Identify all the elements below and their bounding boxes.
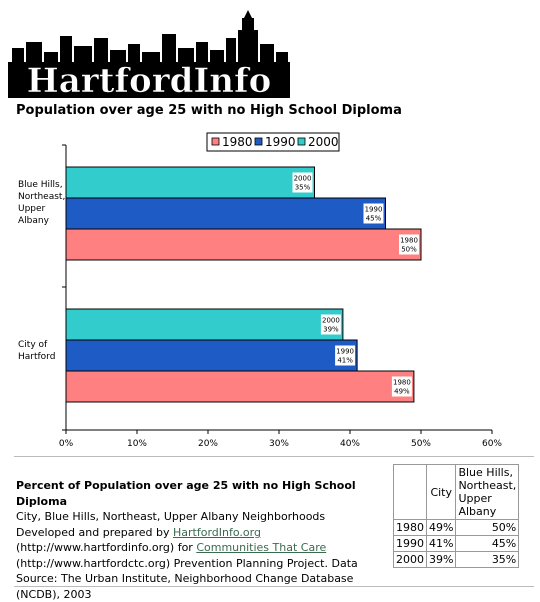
bar-2000 xyxy=(65,166,315,199)
data-label-value: 35% xyxy=(295,184,311,192)
data-label-box xyxy=(292,172,313,193)
data-label-box xyxy=(391,376,412,397)
legend-label-2000: 2000 xyxy=(308,135,339,149)
x-tick-label: 40% xyxy=(340,439,360,449)
data-label-year: 2000 xyxy=(322,317,340,325)
category-label: City of Hartford xyxy=(18,340,55,362)
chart-axes: 0% 10% 20% 30% 40% 50% 60% xyxy=(59,144,502,449)
category-label: Blue Hills, Northeast, Upper Albany xyxy=(18,180,65,226)
hartfordinfo-link[interactable]: HartfordInfo.org xyxy=(173,525,261,539)
table-corner xyxy=(393,464,427,520)
table-row: 1990 41% 45% xyxy=(393,535,520,552)
x-tick-label: 30% xyxy=(269,439,289,449)
communities-that-care-link[interactable]: Communities That Care xyxy=(196,541,327,554)
table-cell-year: 2000 xyxy=(393,551,427,568)
data-label-value: 50% xyxy=(401,246,417,254)
data-label-year: 1980 xyxy=(393,379,411,387)
chart-bars: 200035%199045%198050%200039%199041%19804… xyxy=(65,166,422,403)
table-row: 1980 49% 50% xyxy=(393,519,520,536)
table-cell-year: 1990 xyxy=(393,535,427,552)
bar-1980 xyxy=(65,370,415,403)
chart-title: Population over age 25 with no High Scho… xyxy=(16,103,402,118)
x-tick-label: 60% xyxy=(482,439,502,449)
legend-swatch-1980 xyxy=(211,137,220,146)
category-labels: Blue Hills, Northeast, Upper Albany City of H… xyxy=(18,180,65,362)
bar-2000 xyxy=(65,308,344,341)
table-cell-neighborhood: 50% xyxy=(455,519,520,536)
data-label-value: 41% xyxy=(337,357,353,365)
hartfordinfo-logo: HartfordInfo xyxy=(8,10,290,98)
bar-1990 xyxy=(65,197,386,230)
x-tick-label: 20% xyxy=(198,439,218,449)
table-cell-neighborhood: 45% xyxy=(455,535,520,552)
skyline-icon xyxy=(8,10,290,98)
logo-wordmark: HartfordInfo xyxy=(27,61,272,98)
data-label-box xyxy=(335,345,356,366)
description-title: Percent of Population over age 25 with n… xyxy=(16,479,356,508)
bar-1980 xyxy=(65,228,422,261)
legend-box xyxy=(206,132,340,152)
table-cell-neighborhood: 35% xyxy=(455,551,520,568)
data-label-year: 1980 xyxy=(400,237,418,245)
data-table: City Blue Hills, Northeast, Upper Albany… xyxy=(393,464,520,568)
data-label-box xyxy=(363,203,384,224)
data-label-year: 1990 xyxy=(336,348,354,356)
description-text-1: City, Blue Hills, Northeast, Upper Alban… xyxy=(16,510,326,539)
data-label-value: 49% xyxy=(394,388,410,396)
table-cell-city: 39% xyxy=(425,551,457,568)
description-text-2: (http://www.hartfordinfo.org) for xyxy=(16,541,193,554)
description-text-3: (http://www.hartfordctc.org) Prevention … xyxy=(16,556,358,601)
table-header-row: City Blue Hills, Northeast, Upper Albany xyxy=(393,464,520,520)
divider xyxy=(14,456,534,457)
legend-swatch-2000 xyxy=(297,137,306,146)
data-label-year: 1990 xyxy=(365,206,383,214)
data-label-box xyxy=(399,234,419,255)
legend-label-1990: 1990 xyxy=(265,135,296,149)
legend-swatch-1990 xyxy=(254,137,263,146)
table-row: 2000 39% 35% xyxy=(393,551,520,568)
x-tick-label: 50% xyxy=(411,439,431,449)
data-label-value: 45% xyxy=(366,215,382,223)
x-tick-label: 0% xyxy=(59,439,74,449)
legend-label-1980: 1980 xyxy=(222,135,253,149)
bar-1990 xyxy=(65,339,358,372)
x-tick-label: 10% xyxy=(127,439,147,449)
chart-description: Percent of Population over age 25 with n… xyxy=(16,478,386,602)
chart-legend: 1980 1990 2000 xyxy=(206,132,340,152)
data-label-value: 39% xyxy=(323,326,339,334)
data-label-box xyxy=(320,314,341,335)
table-cell-city: 49% xyxy=(425,519,457,536)
table-cell-year: 1980 xyxy=(393,519,427,536)
table-header-city: City xyxy=(425,464,457,520)
data-label-year: 2000 xyxy=(294,175,312,183)
table-header-neighborhood: Blue Hills, Northeast, Upper Albany xyxy=(455,464,520,520)
bar-chart: 1980 1990 2000 Blue Hills, Northeast, Upper A… xyxy=(18,132,502,449)
table-cell-city: 41% xyxy=(425,535,457,552)
divider xyxy=(14,586,534,587)
